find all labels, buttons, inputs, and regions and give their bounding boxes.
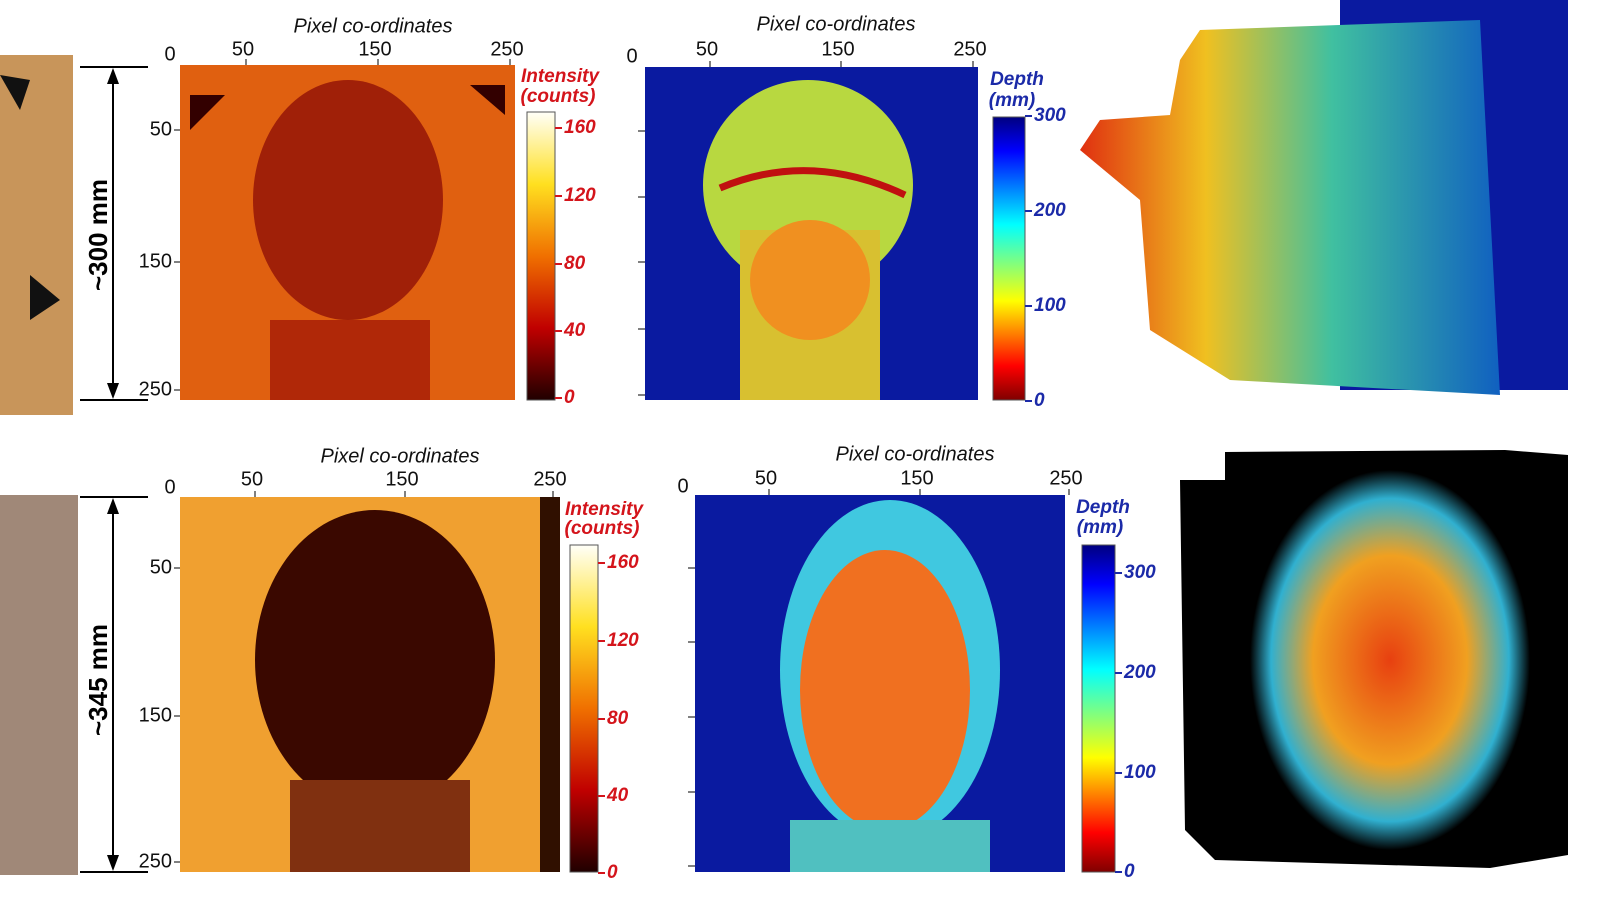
colorbar-label: (counts) xyxy=(521,86,596,107)
colorbar-tick-label: 100 xyxy=(1124,762,1156,783)
colorbar-tick-label: 200 xyxy=(1123,662,1156,683)
photo-mark xyxy=(30,275,60,320)
neck xyxy=(790,820,990,872)
edge xyxy=(540,497,560,872)
neck xyxy=(290,780,470,872)
colorbar-label: Intensity xyxy=(521,66,601,87)
colorbar-label: (mm) xyxy=(989,90,1035,111)
photo xyxy=(0,495,78,875)
axis-title: Pixel co-ordinates xyxy=(836,443,995,465)
x-tick-label: 50 xyxy=(232,38,254,60)
x-tick-label: 150 xyxy=(900,467,933,489)
colorbar-tick-label: 0 xyxy=(1034,390,1045,411)
x-tick-label: 250 xyxy=(1049,467,1082,489)
colorbar-label: (counts) xyxy=(565,518,640,539)
x-tick-label: 0 xyxy=(164,43,175,65)
colorbar-tick-label: 300 xyxy=(1034,105,1066,126)
neck xyxy=(270,320,430,400)
x-tick-label: 250 xyxy=(953,38,986,60)
dimension-arrows xyxy=(80,66,148,873)
colorbar-tick-label: 40 xyxy=(563,320,586,341)
photo-mark xyxy=(0,75,30,110)
colorbar-label: (mm) xyxy=(1077,517,1123,538)
colorbar-tick-label: 80 xyxy=(564,253,586,274)
colorbar-tick-label: 100 xyxy=(1034,295,1066,316)
colorbar-tick-label: 0 xyxy=(564,387,575,408)
colorbar-label: Intensity xyxy=(565,499,645,520)
face xyxy=(800,550,970,830)
head-3d xyxy=(1080,20,1500,395)
x-tick-label: 50 xyxy=(696,38,718,60)
x-tick-label: 0 xyxy=(164,476,175,498)
colorbar-label: Depth xyxy=(990,69,1044,90)
scale-label: ~300 mm xyxy=(83,179,113,291)
colorbar xyxy=(569,544,599,873)
y-tick-label: 50 xyxy=(150,118,172,140)
x-tick-label: 50 xyxy=(241,468,263,490)
y-tick-label: 150 xyxy=(139,250,172,272)
colorbar-tick-label: 160 xyxy=(564,117,596,138)
colorbar-tick-label: 40 xyxy=(606,785,629,806)
x-tick-label: 150 xyxy=(385,468,418,490)
x-tick-label: 150 xyxy=(358,38,391,60)
colorbar-tick-label: 120 xyxy=(607,630,639,651)
x-tick-label: 250 xyxy=(533,468,566,490)
corner-mark xyxy=(190,95,225,130)
y-tick-label: 150 xyxy=(139,704,172,726)
colorbar-tick-label: 160 xyxy=(607,552,639,573)
cap-brim xyxy=(718,167,907,199)
x-tick-label: 250 xyxy=(490,38,523,60)
colorbar-label: Depth xyxy=(1076,497,1130,518)
y-tick-label: 50 xyxy=(150,556,172,578)
photo xyxy=(0,55,73,415)
face xyxy=(255,510,495,810)
colorbar xyxy=(992,116,1026,401)
axis-title: Pixel co-ordinates xyxy=(294,15,453,37)
colorbar-tick-label: 120 xyxy=(564,185,596,206)
colorbar-tick-label: 0 xyxy=(1124,861,1135,882)
y-tick-label: 250 xyxy=(139,378,172,400)
colorbar-tick-label: 200 xyxy=(1033,200,1066,221)
face xyxy=(253,80,443,320)
corner-mark xyxy=(470,85,505,115)
face-3d xyxy=(1250,470,1530,850)
x-tick-label: 0 xyxy=(626,45,637,67)
colorbar-tick-label: 300 xyxy=(1124,562,1156,583)
face xyxy=(750,220,870,340)
x-tick-label: 50 xyxy=(755,467,777,489)
arrow-heads xyxy=(107,68,119,871)
scale-label: ~345 mm xyxy=(83,624,113,736)
y-tick-label: 250 xyxy=(139,850,172,872)
colorbar xyxy=(1081,544,1116,873)
axis-title: Pixel co-ordinates xyxy=(321,445,480,467)
colorbar xyxy=(526,111,556,401)
panel-graphics xyxy=(0,0,1568,875)
x-tick-label: 150 xyxy=(821,38,854,60)
colorbar-tick-label: 0 xyxy=(607,862,618,883)
x-tick-label: 0 xyxy=(677,475,688,497)
axis-title: Pixel co-ordinates xyxy=(757,13,916,35)
colorbar-tick-label: 80 xyxy=(607,708,629,729)
